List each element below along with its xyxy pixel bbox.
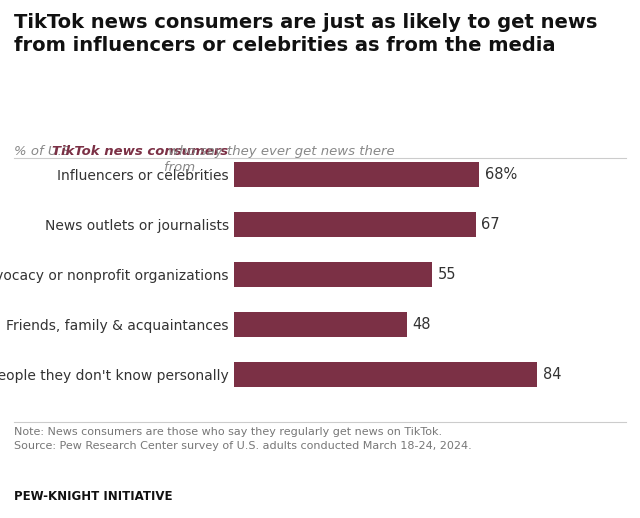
Text: TikTok news consumers: TikTok news consumers (52, 145, 228, 158)
Text: who say they ever get news there
from …: who say they ever get news there from … (164, 145, 394, 174)
Bar (234, 312, 407, 337)
Bar (234, 362, 538, 386)
Bar (234, 262, 433, 287)
Text: PEW-KNIGHT INITIATIVE: PEW-KNIGHT INITIATIVE (14, 490, 173, 502)
Text: 48: 48 (413, 317, 431, 332)
Text: 84: 84 (543, 367, 561, 382)
Bar (234, 163, 479, 188)
Text: 68%: 68% (485, 167, 517, 182)
Bar (234, 212, 476, 237)
Text: 67: 67 (481, 217, 500, 232)
Text: % of U.S.: % of U.S. (14, 145, 79, 158)
Text: TikTok news consumers are just as likely to get news
from influencers or celebri: TikTok news consumers are just as likely… (14, 13, 598, 55)
Text: 55: 55 (438, 267, 456, 282)
Text: Note: News consumers are those who say they regularly get news on TikTok.
Source: Note: News consumers are those who say t… (14, 427, 472, 451)
